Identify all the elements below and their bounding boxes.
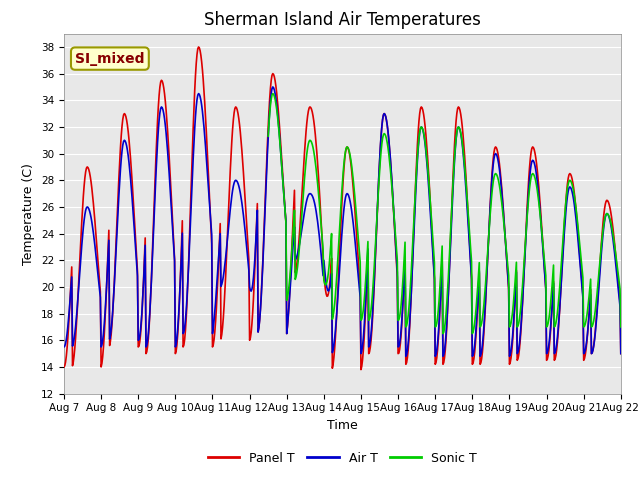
X-axis label: Time: Time (327, 419, 358, 432)
Legend: Panel T, Air T, Sonic T: Panel T, Air T, Sonic T (203, 447, 482, 469)
Title: Sherman Island Air Temperatures: Sherman Island Air Temperatures (204, 11, 481, 29)
Y-axis label: Temperature (C): Temperature (C) (22, 163, 35, 264)
Text: SI_mixed: SI_mixed (75, 51, 145, 66)
